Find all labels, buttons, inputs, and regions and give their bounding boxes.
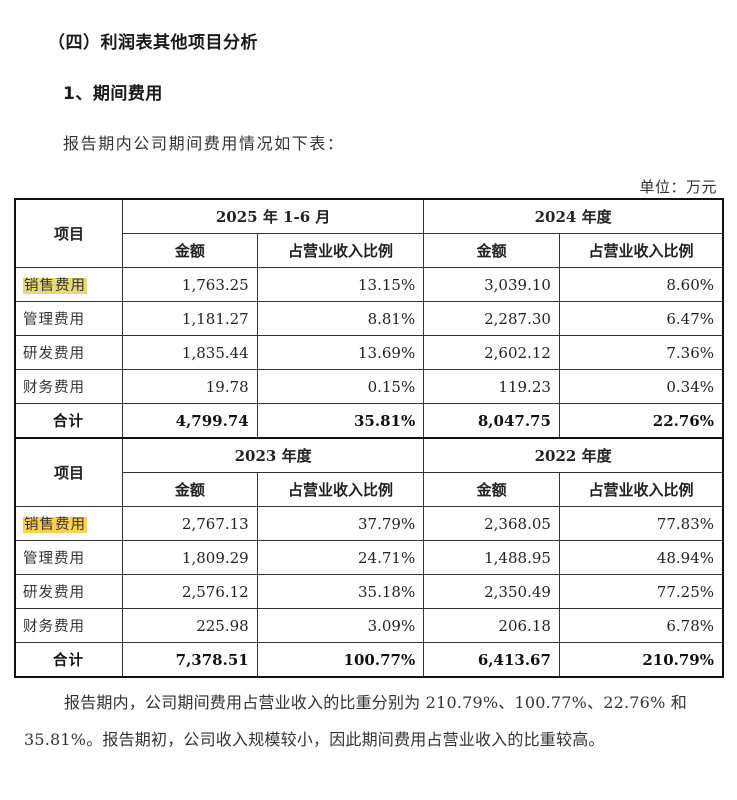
total-ratio-cell: 100.77%: [256, 642, 425, 678]
ratio-cell: 8.60%: [558, 267, 724, 302]
amount-cell: 1,488.95: [423, 540, 560, 575]
amount-cell: 3,039.10: [423, 267, 560, 302]
row-item: 销售费用: [14, 267, 124, 302]
amount-cell: 2,767.13: [122, 506, 258, 541]
ratio-cell: 6.47%: [558, 301, 724, 336]
section-title: （四）利润表其他项目分析: [48, 33, 258, 53]
table-total-row: 合计 7,378.51 100.77% 6,413.67 210.79%: [14, 642, 724, 678]
amount-cell: 2,368.05: [423, 506, 560, 541]
ratio-cell: 37.79%: [256, 506, 425, 541]
amount-header: 金额: [122, 472, 258, 507]
amount-header: 金额: [423, 472, 560, 507]
row-item: 管理费用: [14, 540, 124, 575]
total-amount-cell: 7,378.51: [122, 642, 258, 678]
ratio-cell: 77.83%: [558, 506, 724, 541]
item-header: 项目: [14, 198, 124, 268]
amount-cell: 2,350.49: [423, 574, 560, 609]
total-ratio-cell: 22.76%: [558, 403, 724, 439]
amount-cell: 2,602.12: [423, 335, 560, 370]
ratio-cell: 13.69%: [256, 335, 425, 370]
row-item: 财务费用: [14, 369, 124, 404]
highlighted-text: 销售费用: [23, 517, 87, 533]
total-ratio-cell: 35.81%: [256, 403, 425, 439]
table-total-row: 合计 4,799.74 35.81% 8,047.75 22.76%: [14, 403, 724, 439]
ratio-header: 占营业收入比例: [558, 472, 724, 507]
period-header: 2022 年度: [423, 437, 724, 473]
total-amount-cell: 8,047.75: [423, 403, 560, 439]
table-header-row: 项目 2023 年度 2022 年度: [14, 437, 724, 507]
period-header: 2024 年度: [423, 198, 724, 234]
highlighted-text: 销售费用: [23, 278, 87, 294]
ratio-cell: 35.18%: [256, 574, 425, 609]
ratio-cell: 13.15%: [256, 267, 425, 302]
ratio-cell: 7.36%: [558, 335, 724, 370]
table-row: 财务费用 19.78 0.15% 119.23 0.34%: [14, 369, 724, 404]
amount-cell: 225.98: [122, 608, 258, 643]
amount-header: 金额: [122, 233, 258, 268]
ratio-cell: 0.15%: [256, 369, 425, 404]
table-row: 财务费用 225.98 3.09% 206.18 6.78%: [14, 608, 724, 643]
total-label: 合计: [14, 642, 124, 678]
table-row: 销售费用 1,763.25 13.15% 3,039.10 8.60%: [14, 267, 724, 302]
conclusion-paragraph: 报告期内，公司期间费用占营业收入的比重分别为 210.79%、100.77%、2…: [24, 693, 687, 749]
amount-cell: 206.18: [423, 608, 560, 643]
ratio-cell: 6.78%: [558, 608, 724, 643]
amount-cell: 2,576.12: [122, 574, 258, 609]
row-item: 销售费用: [14, 506, 124, 541]
item-header: 项目: [14, 437, 124, 507]
intro-text: 报告期内公司期间费用情况如下表：: [63, 134, 345, 153]
amount-cell: 1,181.27: [122, 301, 258, 336]
table-row: 管理费用 1,809.29 24.71% 1,488.95 48.94%: [14, 540, 724, 575]
amount-header: 金额: [423, 233, 560, 268]
amount-cell: 1,763.25: [122, 267, 258, 302]
amount-cell: 1,809.29: [122, 540, 258, 575]
period-expense-table: 项目 2025 年 1-6 月 2024 年度 金额 占营业收入比例 金额 占营…: [14, 198, 724, 678]
ratio-header: 占营业收入比例: [256, 233, 425, 268]
unit-label: 单位：万元: [639, 178, 717, 196]
total-label: 合计: [14, 403, 124, 439]
table-row: 研发费用 1,835.44 13.69% 2,602.12 7.36%: [14, 335, 724, 370]
ratio-header: 占营业收入比例: [256, 472, 425, 507]
amount-cell: 119.23: [423, 369, 560, 404]
total-ratio-cell: 210.79%: [558, 642, 724, 678]
ratio-cell: 0.34%: [558, 369, 724, 404]
ratio-header: 占营业收入比例: [558, 233, 724, 268]
row-item: 财务费用: [14, 608, 124, 643]
ratio-cell: 24.71%: [256, 540, 425, 575]
table-subheader-row: 金额 占营业收入比例 金额 占营业收入比例: [15, 233, 724, 268]
amount-cell: 1,835.44: [122, 335, 258, 370]
table-subheader-row: 金额 占营业收入比例 金额 占营业收入比例: [15, 472, 724, 507]
period-header: 2025 年 1-6 月: [122, 198, 425, 234]
table-row: 销售费用 2,767.13 37.79% 2,368.05 77.83%: [14, 506, 724, 541]
ratio-cell: 8.81%: [256, 301, 425, 336]
table-header-row: 项目 2025 年 1-6 月 2024 年度: [14, 198, 724, 268]
row-item: 管理费用: [14, 301, 124, 336]
ratio-cell: 3.09%: [256, 608, 425, 643]
row-item: 研发费用: [14, 574, 124, 609]
table-row: 管理费用 1,181.27 8.81% 2,287.30 6.47%: [14, 301, 724, 336]
table-row: 研发费用 2,576.12 35.18% 2,350.49 77.25%: [14, 574, 724, 609]
period-header: 2023 年度: [122, 437, 425, 473]
row-item: 研发费用: [14, 335, 124, 370]
total-amount-cell: 4,799.74: [122, 403, 258, 439]
amount-cell: 2,287.30: [423, 301, 560, 336]
total-amount-cell: 6,413.67: [423, 642, 560, 678]
amount-cell: 19.78: [122, 369, 258, 404]
ratio-cell: 48.94%: [558, 540, 724, 575]
ratio-cell: 77.25%: [558, 574, 724, 609]
subsection-title: 1、期间费用: [63, 84, 163, 104]
